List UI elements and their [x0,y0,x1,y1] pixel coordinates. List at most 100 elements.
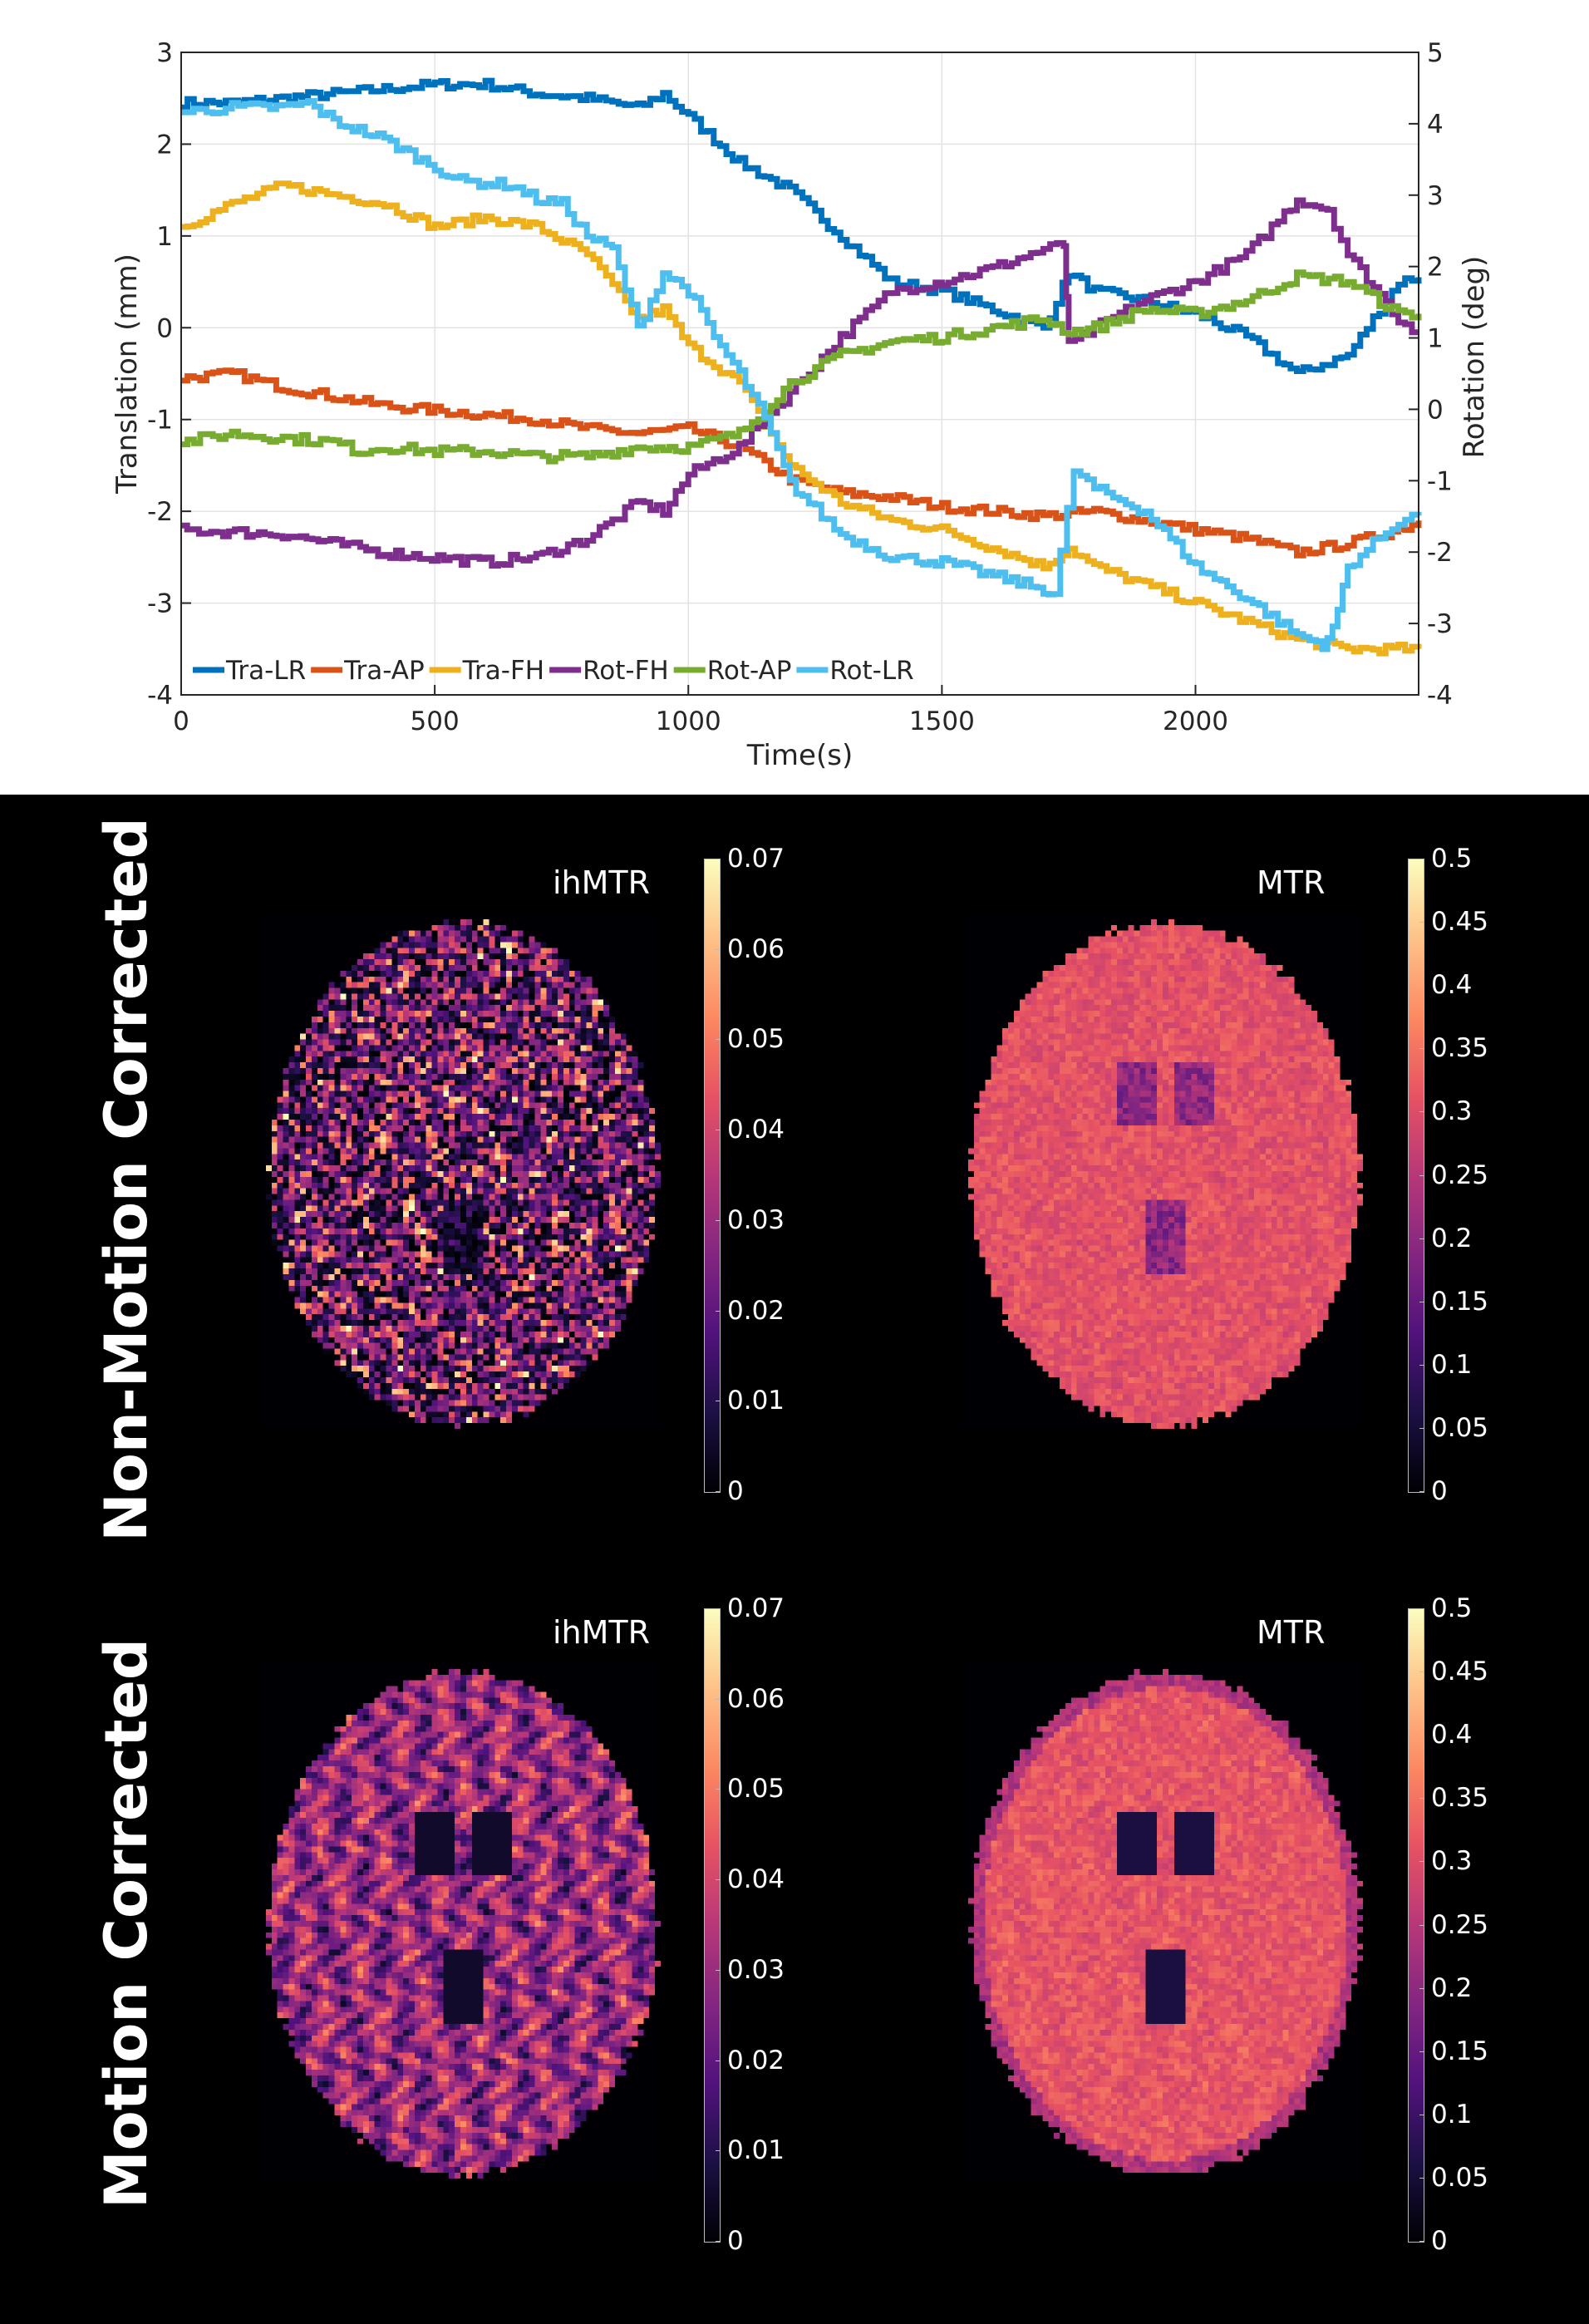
colorbar-tick-mark [716,1039,720,1041]
colorbar-tick-mark [716,1969,720,1971]
series-line-rot-ap [181,269,1422,465]
colorbar-tick-label: 0 [727,1476,744,1506]
colorbar-tick-label: 0.45 [1431,1657,1489,1687]
series-line-tra-ap [181,367,1422,559]
y-tick-label: 0 [156,313,173,343]
colorbar-tick-mark [1419,1427,1424,1429]
colorbar-tick-mark [1419,1174,1424,1176]
colorbar-tick-mark [1419,1364,1424,1366]
y2-tick-label: -2 [1427,538,1453,568]
colorbar-tick-mark [716,1698,720,1700]
panel-title-ihmtr: ihMTR [553,1614,651,1651]
non-motion-corrected-mtr-map [962,913,1363,1429]
colorbar-tick-label: 0.04 [727,1115,785,1145]
panel-title-mtr: MTR [1257,1614,1326,1651]
colorbar-tick-label: 0.35 [1431,1033,1489,1064]
colorbar-tick-label: 0.06 [727,933,785,964]
colorbar-tick-mark [1419,1987,1424,1989]
colorbar-tick-mark [716,1608,720,1609]
legend: Tra-LR Tra-AP Tra-FH Rot-FH Rot-AP Rot-LR [193,656,914,686]
x-tick-label: 1500 [909,707,975,736]
colorbar-tick-mark [716,1491,720,1492]
panel-title-ihmtr: ihMTR [553,864,651,901]
series-line-tra-fh [181,180,1422,657]
series-line-tra-lr [181,77,1422,374]
row-label-non-motion-corrected: Non-Motion Corrected [92,817,160,1542]
colorbar-tick-mark [716,948,720,950]
colorbar-tick-label: 0.05 [727,1024,785,1055]
x-tick-label: 500 [411,707,460,736]
motion-corrected-mtr-map [962,1663,1363,2179]
colorbar-tick-label: 0.01 [727,2135,785,2166]
colorbar-tick-mark [1419,922,1424,923]
y2-tick-label: 1 [1427,324,1444,354]
colorbar-tick-label: 0.03 [727,1204,785,1235]
legend-label-tra-lr: Tra-LR [225,656,306,686]
colorbar-tick-label: 0.05 [1431,2162,1489,2193]
colorbar-tick-mark [1419,2051,1424,2052]
motion-parameters-chart: 0 500 1000 1500 2000 3 2 1 0 -1 -2 -3 -4 5 4 3 2 1 0 -1 -2 -3… [0,0,1589,795]
panel-title-mtr: MTR [1257,864,1326,901]
colorbar-tick-label: 0.5 [1431,844,1473,874]
colorbar-tick-label: 0.4 [1431,1720,1473,1750]
colorbar-tick-mark [716,1879,720,1881]
colorbar-tick-label: 0 [727,2226,744,2256]
legend-label-tra-ap: Tra-AP [343,656,425,686]
y2-axis-label: Rotation (deg) [1458,256,1491,459]
non-motion-corrected-ihmtr-map [260,913,661,1429]
plot-frame [180,52,1419,696]
y-tick-label: -4 [147,681,173,711]
series-line-rot-lr [181,98,1422,652]
colorbar-tick-label: 0.1 [1431,1349,1473,1380]
colorbar-tick-mark [1419,1798,1424,1800]
colorbar-tick-label: 0.3 [1431,1846,1473,1877]
y2-tick-label: -1 [1427,466,1453,496]
colorbar-tick-mark [1419,1111,1424,1113]
colorbar-tick-label: 0 [1431,2226,1448,2256]
colorbar-tick-label: 0 [1431,1476,1448,1506]
colorbar-tick-label: 0.01 [727,1386,785,1416]
colorbar-tick-label: 0.06 [727,1683,785,1714]
colorbar-tick-mark [1419,1491,1424,1492]
y-axis-label: Translation (mm) [111,254,144,495]
y2-tick-label: 3 [1427,181,1444,211]
colorbar-mtr [1408,859,1424,1493]
y-tick-label: 3 [156,38,173,68]
row-label-motion-corrected: Motion Corrected [92,1637,160,2209]
series-line-rot-fh [181,197,1419,569]
legend-label-rot-fh: Rot-FH [583,656,669,686]
colorbar-tick-label: 0.25 [1431,1160,1489,1190]
y2-tick-label: -4 [1427,681,1453,711]
colorbar-tick-mark [1419,1608,1424,1609]
colorbar-tick-label: 0.45 [1431,907,1489,938]
motion-corrected-ihmtr-map [260,1663,661,2179]
colorbar-tick-mark [1419,2241,1424,2242]
colorbar-tick-mark [1419,1861,1424,1863]
colorbar-tick-label: 0.15 [1431,1286,1489,1317]
colorbar-tick-label: 0.35 [1431,1783,1489,1814]
colorbar-tick-mark [1419,1735,1424,1736]
image-comparison-panel: Non-Motion Corrected Motion Corrected ih… [0,795,1589,2324]
legend-label-rot-lr: Rot-LR [829,656,913,686]
y-tick-label: -1 [147,406,173,436]
colorbar-tick-label: 0.05 [727,1774,785,1805]
x-tick-label: 0 [173,707,189,736]
y-tick-label: 2 [156,130,173,160]
y-tick-label: -3 [147,589,173,619]
y-tick-label: 1 [156,222,173,252]
x-axis-label: Time(s) [746,739,853,772]
colorbar-tick-label: 0.2 [1431,1223,1473,1253]
colorbar-tick-mark [716,2241,720,2242]
x-tick-label: 1000 [656,707,721,736]
colorbar-tick-label: 0.2 [1431,1972,1473,2003]
colorbar-tick-label: 0.1 [1431,2099,1473,2130]
colorbar-tick-mark [1419,985,1424,987]
colorbar-tick-mark [1419,1048,1424,1050]
colorbar-tick-label: 0.15 [1431,2036,1489,2066]
colorbar-tick-label: 0.07 [727,844,785,874]
legend-label-rot-ap: Rot-AP [707,656,792,686]
chart-svg: 0 500 1000 1500 2000 3 2 1 0 -1 -2 -3 -4 5 4 3 2 1 0 -1 -2 -3… [111,38,1491,772]
x-tick-label: 2000 [1163,707,1228,736]
colorbar-tick-label: 0.04 [727,1864,785,1895]
legend-label-tra-fh: Tra-FH [462,656,544,686]
